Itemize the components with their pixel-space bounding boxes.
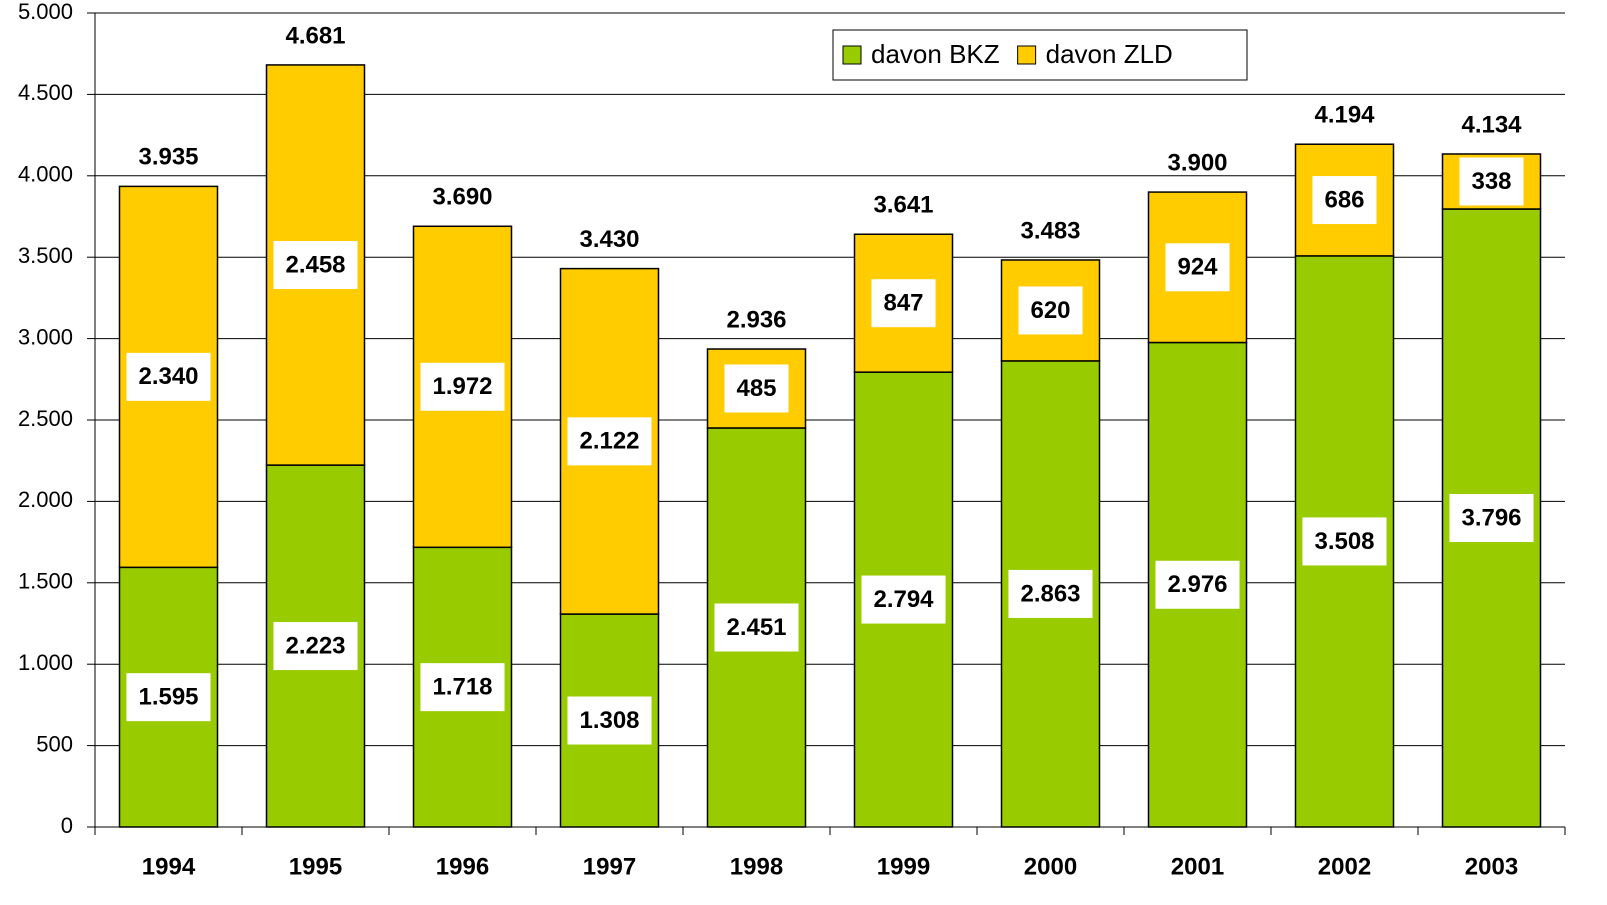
data-label-box — [1449, 494, 1534, 543]
data-label-box — [420, 362, 505, 411]
legend-swatch — [842, 45, 862, 65]
data-label-box — [861, 575, 946, 624]
legend-swatch — [1017, 45, 1037, 65]
data-label: 620 — [1030, 297, 1070, 324]
data-label: 1.595 — [138, 684, 198, 711]
data-label-box — [273, 241, 358, 290]
data-label-box — [126, 673, 211, 722]
data-label-box — [1008, 569, 1093, 618]
x-tick-label: 1996 — [436, 853, 489, 880]
data-label-box — [567, 417, 652, 466]
y-tick-label: 1.000 — [18, 650, 73, 675]
x-tick-label: 2003 — [1465, 853, 1518, 880]
data-label: 847 — [883, 290, 923, 317]
data-label: 2.458 — [285, 251, 345, 278]
y-tick-label: 0 — [61, 813, 73, 838]
data-label: 485 — [736, 375, 776, 402]
y-tick-label: 5.000 — [18, 0, 73, 24]
total-label: 4.194 — [1314, 102, 1375, 129]
data-label-box — [1302, 517, 1387, 566]
data-label: 1.972 — [432, 373, 492, 400]
data-label-box — [420, 663, 505, 712]
data-label: 1.308 — [579, 707, 639, 734]
total-label: 3.641 — [873, 192, 933, 219]
total-label: 2.936 — [726, 306, 786, 333]
total-label: 3.690 — [432, 184, 492, 211]
data-label: 2.451 — [726, 614, 786, 641]
y-tick-label: 3.500 — [18, 243, 73, 268]
x-tick-label: 1997 — [583, 853, 636, 880]
y-tick-label: 4.000 — [18, 162, 73, 187]
y-tick-label: 4.500 — [18, 80, 73, 105]
total-label: 4.134 — [1461, 111, 1522, 138]
total-label: 3.900 — [1167, 149, 1227, 176]
x-tick-label: 1995 — [289, 853, 342, 880]
total-label: 3.935 — [138, 144, 198, 171]
x-tick-label: 2002 — [1318, 853, 1371, 880]
legend-label: davon BKZ — [871, 39, 1000, 69]
data-label-box — [871, 279, 936, 328]
data-label: 686 — [1324, 186, 1364, 213]
data-label: 2.976 — [1167, 571, 1227, 598]
data-label: 2.122 — [579, 428, 639, 455]
total-label: 4.681 — [285, 22, 345, 49]
y-tick-label: 2.000 — [18, 487, 73, 512]
data-label: 3.796 — [1461, 504, 1521, 531]
data-label: 1.718 — [432, 673, 492, 700]
data-label-box — [567, 696, 652, 745]
data-label: 924 — [1177, 254, 1218, 281]
data-label: 2.340 — [138, 363, 198, 390]
data-label: 338 — [1471, 168, 1511, 195]
total-label: 3.483 — [1020, 217, 1080, 244]
x-tick-label: 2001 — [1171, 853, 1224, 880]
data-label-box — [1155, 560, 1240, 609]
x-tick-label: 2000 — [1024, 853, 1077, 880]
x-tick-label: 1998 — [730, 853, 783, 880]
data-label: 2.223 — [285, 632, 345, 659]
x-tick-label: 1994 — [142, 853, 196, 880]
data-label-box — [1459, 157, 1524, 206]
y-tick-label: 2.500 — [18, 406, 73, 431]
x-tick-label: 1999 — [877, 853, 930, 880]
data-label-box — [1312, 176, 1377, 225]
data-label-box — [1165, 243, 1230, 292]
data-label-box — [724, 364, 789, 413]
legend-label: davon ZLD — [1046, 39, 1173, 69]
total-label: 3.430 — [579, 226, 639, 253]
data-label-box — [273, 622, 358, 671]
data-label: 3.508 — [1314, 528, 1374, 555]
data-label-box — [1018, 286, 1083, 335]
data-label: 2.794 — [873, 586, 934, 613]
y-tick-label: 3.000 — [18, 324, 73, 349]
legend-box — [832, 29, 1248, 81]
data-label-box — [714, 603, 799, 652]
data-label: 2.863 — [1020, 580, 1080, 607]
y-tick-label: 1.500 — [18, 569, 73, 594]
y-tick-label: 500 — [36, 731, 73, 756]
data-label-box — [126, 352, 211, 401]
